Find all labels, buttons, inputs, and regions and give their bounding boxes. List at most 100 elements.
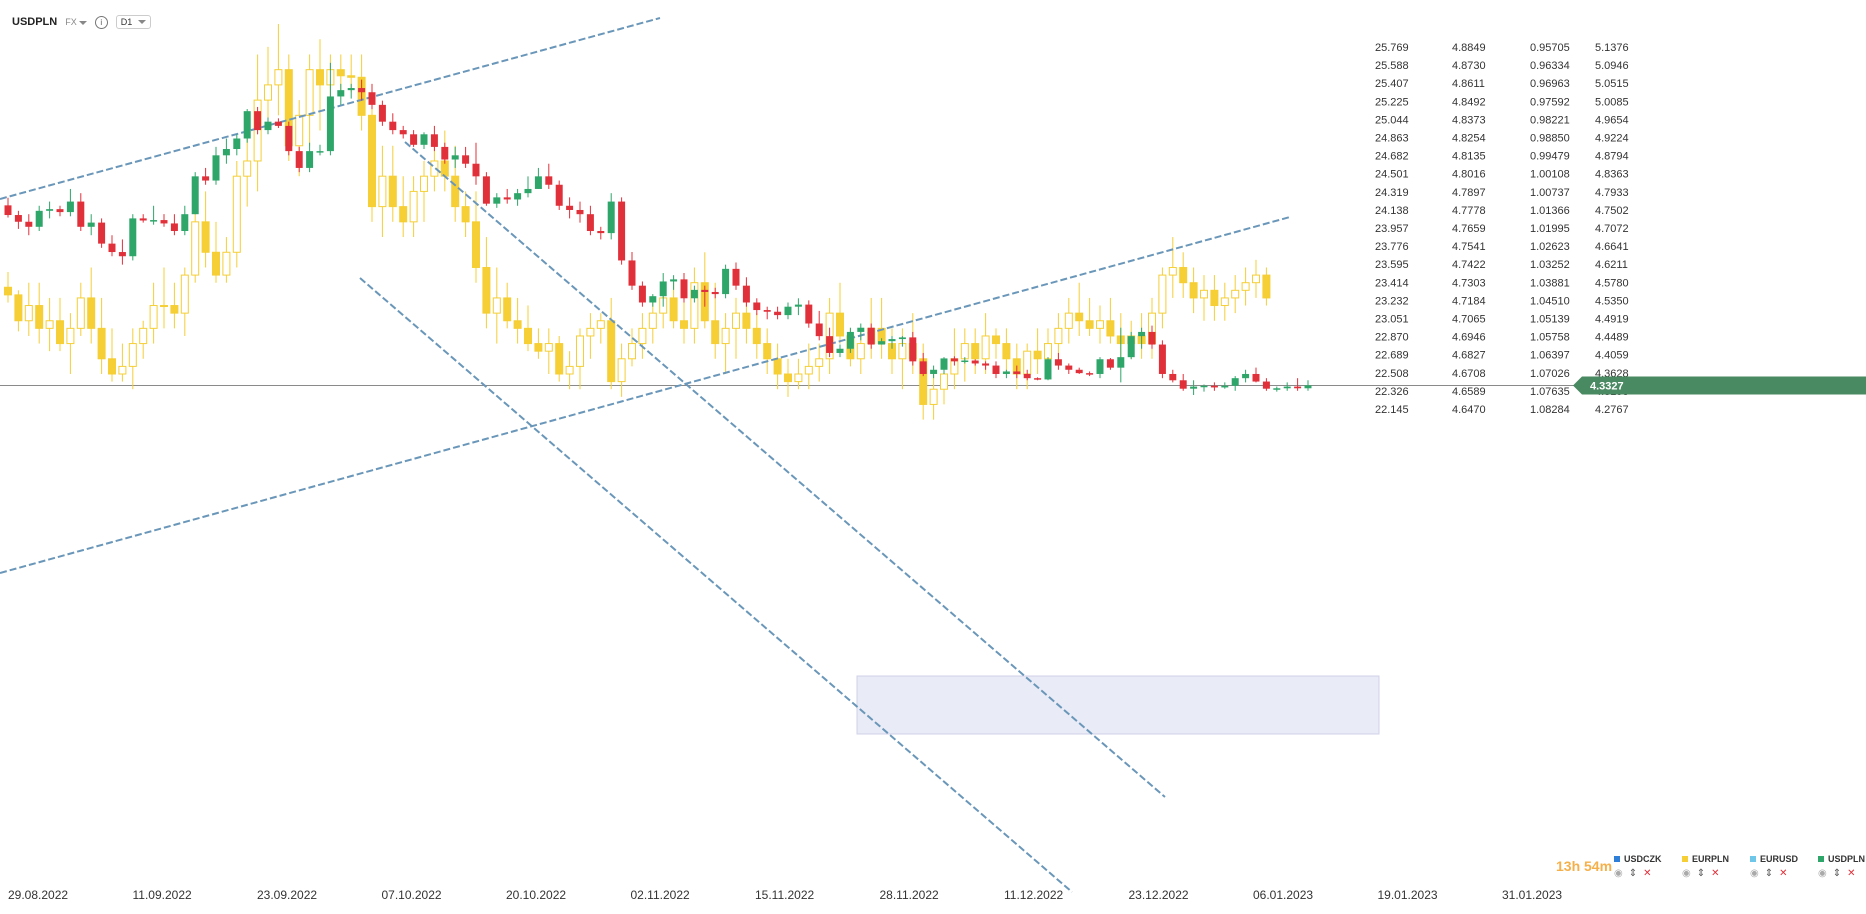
y-tick-label: 22.870: [1375, 332, 1409, 344]
y-tick-label: 24.501: [1375, 169, 1409, 181]
usdpln-body: [150, 220, 158, 222]
remove-series-icon[interactable]: ✕: [1711, 868, 1720, 879]
usdpln-body: [1304, 385, 1312, 389]
usdpln-body: [139, 218, 147, 221]
eurpln-candle: [784, 358, 792, 397]
symbol-label[interactable]: USDPLN: [12, 16, 58, 28]
eurpln-body: [409, 190, 418, 223]
eurpln-body: [617, 358, 626, 383]
usdpln-candle: [1221, 382, 1229, 389]
eurpln-candle: [180, 267, 189, 336]
visibility-eye-icon[interactable]: ◉: [1614, 868, 1623, 879]
y-tick-label: 4.9224: [1595, 133, 1629, 145]
usdpln-candle: [534, 167, 542, 189]
eurpln-candle: [76, 282, 85, 336]
usdpln-body: [618, 201, 626, 261]
y-tick-label: 25.407: [1375, 78, 1409, 90]
usdpln-candle: [326, 62, 334, 156]
usdpln-body: [867, 327, 875, 345]
y-tick-label: 4.7065: [1452, 314, 1486, 326]
remove-series-icon[interactable]: ✕: [1847, 868, 1856, 879]
reorder-icon[interactable]: ⇕: [1696, 868, 1706, 879]
usdpln-body: [233, 138, 241, 150]
reorder-icon[interactable]: ⇕: [1764, 868, 1774, 879]
usdpln-candle: [815, 310, 823, 341]
eurpln-body: [732, 312, 740, 329]
legend-item-eurpln[interactable]: EURPLN ◉ ⇕ ✕: [1682, 854, 1729, 879]
eurpln-candle: [1002, 328, 1011, 375]
y-tick-label: 4.8373: [1452, 114, 1486, 126]
eurpln-candle: [170, 282, 179, 329]
usdpln-body: [181, 214, 189, 232]
legend-item-usdczk[interactable]: USDCZK ◉ ⇕ ✕: [1614, 854, 1662, 879]
market-label[interactable]: FX: [65, 17, 87, 27]
remove-series-icon[interactable]: ✕: [1643, 868, 1652, 879]
eurpln-body: [1075, 312, 1084, 322]
usdpln-body: [971, 360, 979, 364]
eurpln-candle: [4, 272, 12, 303]
y-tick-label: 4.8611: [1452, 78, 1485, 90]
usdpln-candle: [1075, 367, 1083, 374]
eurpln-candle: [97, 297, 106, 375]
usdpln-body: [805, 304, 813, 324]
usdpln-candle: [763, 306, 771, 320]
visibility-eye-icon[interactable]: ◉: [1818, 868, 1827, 879]
visibility-eye-icon[interactable]: ◉: [1682, 868, 1691, 879]
usdpln-candle: [680, 273, 688, 303]
usdpln-body: [326, 96, 334, 152]
usdpln-candle: [316, 144, 324, 156]
y-tick-label: 4.8849: [1452, 42, 1486, 54]
usdpln-body: [638, 285, 646, 303]
eurpln-body: [1044, 343, 1052, 360]
usdpln-candle: [1013, 365, 1021, 379]
remove-series-icon[interactable]: ✕: [1779, 868, 1788, 879]
usdpln-candle: [191, 172, 199, 215]
usdpln-body: [1096, 359, 1104, 374]
legend-item-usdpln[interactable]: USDPLN ◉ ⇕ ✕: [1818, 854, 1865, 879]
usdpln-candle: [1252, 367, 1260, 383]
usdpln-body: [1190, 386, 1198, 389]
eurpln-body: [794, 373, 803, 383]
usdpln-candle: [836, 344, 844, 358]
usdpln-body: [545, 176, 553, 185]
reorder-icon[interactable]: ⇕: [1628, 868, 1638, 879]
y-tick-label: 5.1376: [1595, 42, 1629, 54]
y-tick-label: 4.8492: [1452, 96, 1486, 108]
x-tick-label: 11.12.2022: [1004, 888, 1063, 902]
x-tick-label: 28.11.2022: [880, 888, 939, 902]
eurpln-candle: [628, 328, 636, 367]
y-tick-label: 4.4059: [1595, 350, 1629, 362]
usdpln-body: [191, 176, 199, 215]
timeframe-select[interactable]: D1: [115, 15, 152, 29]
usdpln-candle: [576, 201, 584, 223]
y-tick-label: 4.7933: [1595, 187, 1629, 199]
legend-item-eurusd[interactable]: EURUSD ◉ ⇕ ✕: [1750, 854, 1798, 879]
eurpln-body: [576, 335, 584, 367]
info-icon[interactable]: i: [94, 15, 108, 29]
eurpln-body: [201, 221, 210, 253]
usdpln-body: [337, 90, 345, 97]
eurpln-candle: [1085, 297, 1094, 336]
usdpln-candle: [566, 197, 574, 219]
usdpln-candle: [690, 285, 698, 303]
eurpln-body: [347, 75, 356, 78]
visibility-eye-icon[interactable]: ◉: [1750, 868, 1759, 879]
eurpln-candle: [35, 282, 44, 344]
reorder-icon[interactable]: ⇕: [1832, 868, 1842, 879]
y-tick-label: 5.0085: [1595, 96, 1629, 108]
y-tick-label: 4.8135: [1452, 151, 1486, 163]
legend-name-row: EURUSD: [1750, 854, 1798, 864]
usdpln-candle: [649, 294, 657, 307]
eurpln-body: [274, 69, 283, 86]
eurpln-body: [399, 206, 408, 223]
usdpln-candle: [441, 142, 449, 164]
usdpln-body: [25, 221, 33, 227]
usdpln-body: [66, 201, 74, 213]
y-tick-label: 4.7541: [1452, 241, 1486, 253]
y-tick-label: 1.07026: [1530, 368, 1570, 380]
eurpln-candle: [420, 160, 428, 222]
usdpln-candle: [774, 306, 782, 320]
usdpln-candle: [1054, 352, 1062, 370]
